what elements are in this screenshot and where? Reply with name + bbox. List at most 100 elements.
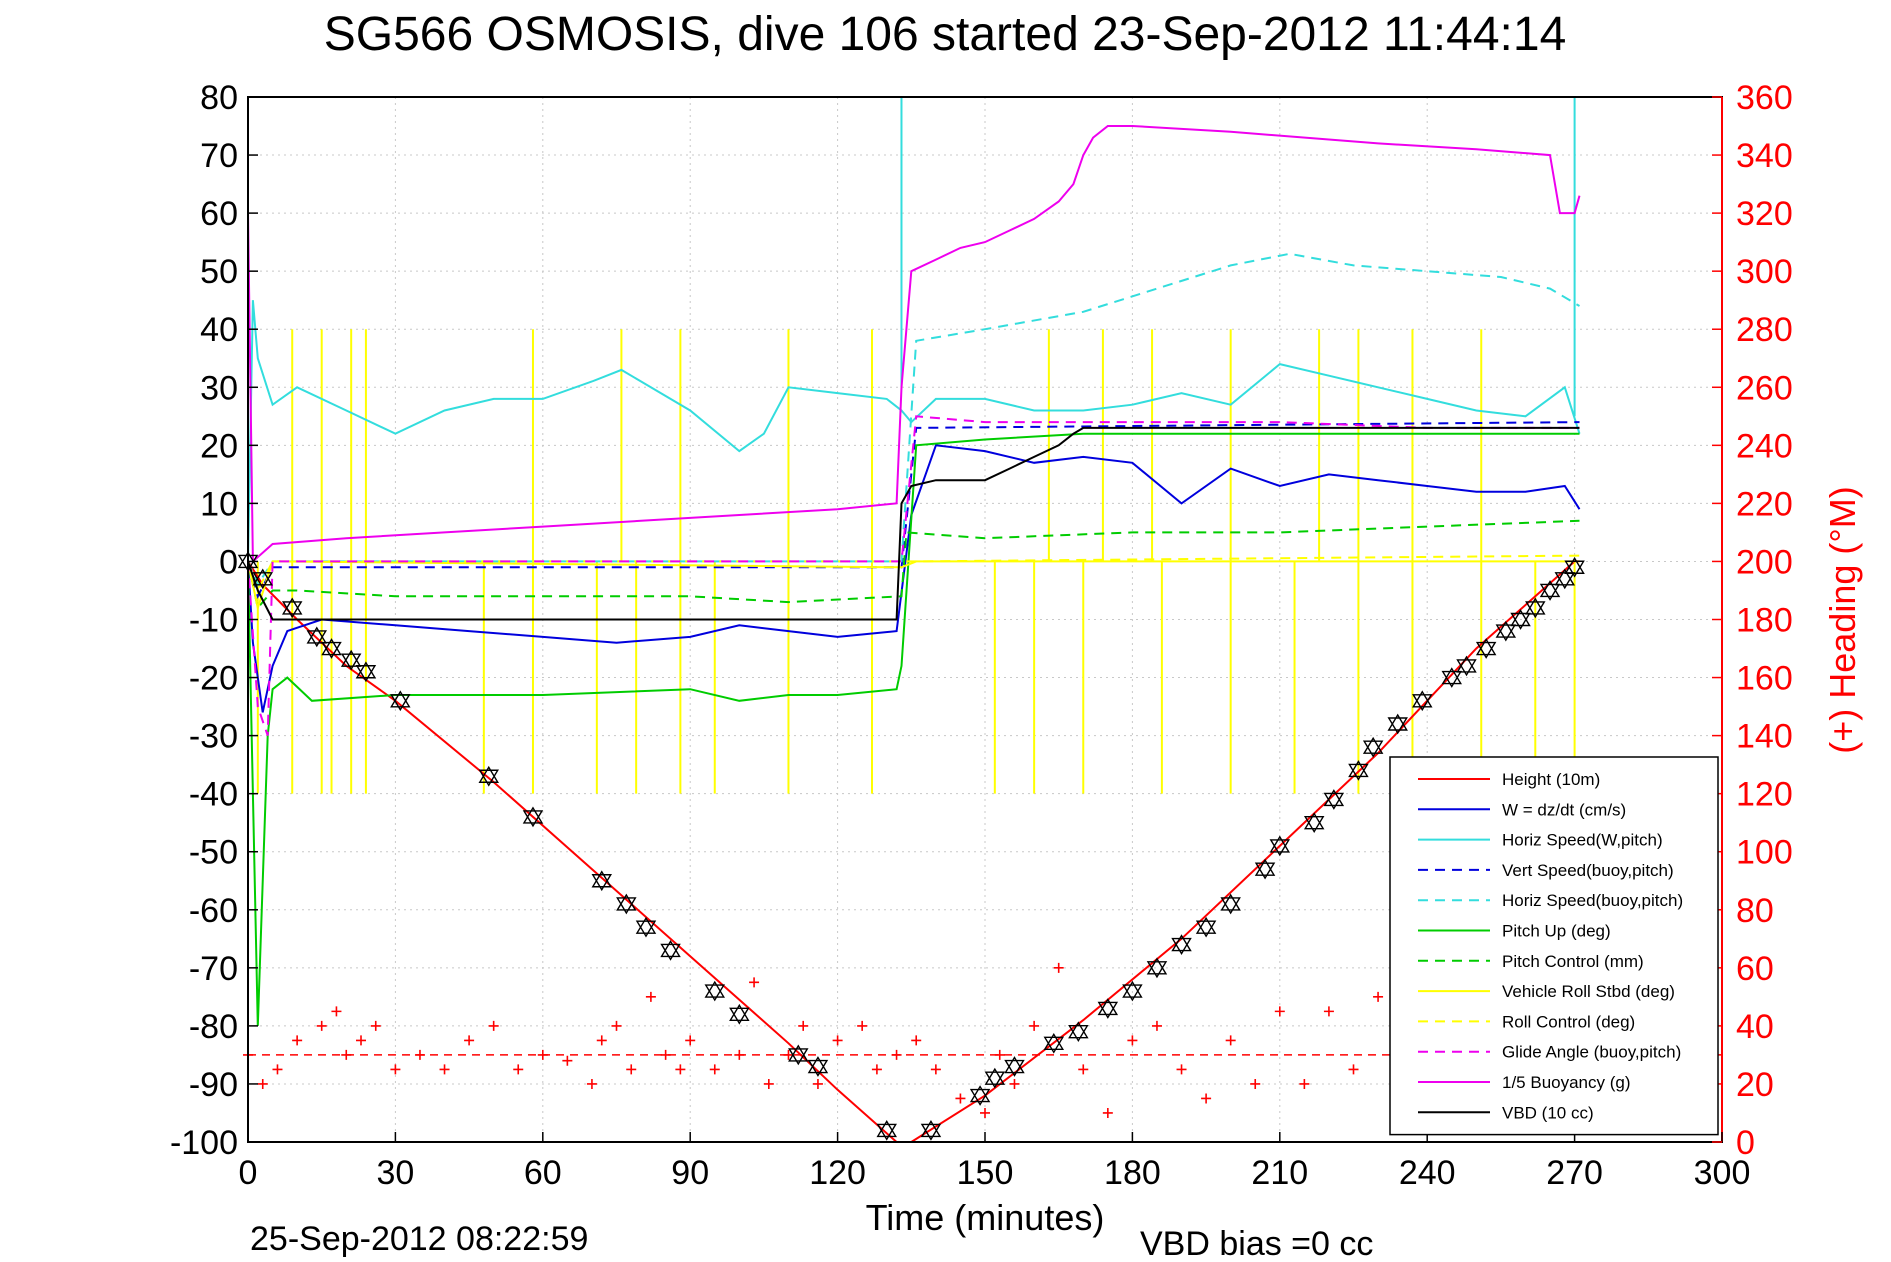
dive-marker: [1303, 812, 1325, 834]
dive-marker: [1043, 1032, 1065, 1054]
heading-point: [1201, 1093, 1212, 1104]
y-right-tick-label: 340: [1736, 137, 1793, 175]
x-axis: 0 30 60 90 120 150 180 210 240 270 300: [239, 1132, 1751, 1192]
heading-point: [685, 1035, 696, 1046]
dive-marker: [478, 765, 499, 787]
legend-entry: Glide Angle (buoy,pitch): [1502, 1043, 1681, 1062]
y-right-tick-label: 180: [1736, 602, 1793, 640]
legend-entry: W = dz/dt (cm/s): [1502, 800, 1626, 819]
x-tick-label: 300: [1694, 1154, 1751, 1192]
heading-point: [891, 1049, 902, 1060]
y-tick-label: 70: [200, 137, 238, 175]
x-tick-label: 240: [1399, 1154, 1456, 1192]
heading-point: [1299, 1078, 1310, 1089]
series-line: [247, 426, 1580, 621]
heading-point: [1053, 962, 1064, 973]
heading-point: [488, 1020, 499, 1031]
y-tick-label: -70: [189, 950, 238, 988]
dive-marker: [1122, 980, 1143, 1002]
heading-point: [1151, 1020, 1162, 1031]
dive-marker: [920, 1120, 942, 1141]
heading-point: [331, 1006, 342, 1017]
heading-point: [645, 991, 656, 1002]
series-line: [247, 415, 1580, 736]
x-tick-label: 90: [671, 1154, 709, 1192]
y-right-tick-label: 140: [1736, 718, 1793, 756]
legend: Height (10m) W = dz/dt (cm/s) Horiz Speed(…: [1389, 756, 1719, 1136]
dive-marker: [1441, 667, 1463, 688]
series-layer: [247, 125, 1581, 1143]
dive-marker: [1195, 916, 1217, 938]
x-tick-label: 60: [524, 1154, 562, 1192]
heading-point: [370, 1020, 381, 1031]
y-right-tick-label: 80: [1736, 892, 1774, 930]
heading-point: [911, 1035, 922, 1046]
series-line: [247, 125, 1581, 564]
heading-point: [832, 1035, 843, 1046]
y-tick-label: -90: [189, 1066, 238, 1104]
heading-point: [513, 1064, 524, 1075]
dive-marker: [252, 568, 273, 590]
dive-marker: [340, 649, 362, 671]
dive-marker: [522, 806, 544, 828]
heading-point: [316, 1020, 327, 1031]
heading-point: [994, 1049, 1005, 1060]
heading-point: [1348, 1064, 1359, 1075]
y-right-tick-label: 20: [1736, 1066, 1774, 1104]
heading-point: [1078, 1064, 1089, 1075]
y-tick-label: -30: [189, 718, 238, 756]
heading-point: [341, 1049, 352, 1060]
y-tick-label: 30: [200, 369, 238, 407]
y-tick-label: -60: [189, 892, 238, 930]
series-line: [247, 421, 1580, 600]
heading-point: [798, 1020, 809, 1031]
heading-point: [930, 1064, 941, 1075]
y-right-tick-label: 120: [1736, 776, 1793, 814]
x-tick-label: 30: [376, 1154, 414, 1192]
x-axis-label: Time (minutes): [866, 1197, 1105, 1238]
legend-entry: Vehicle Roll Stbd (deg): [1502, 982, 1675, 1001]
heading-point: [812, 1078, 823, 1089]
series-line: [247, 432, 1580, 1026]
dive-marker: [1525, 597, 1546, 619]
heading-point: [1029, 1020, 1040, 1031]
heading-point: [660, 1049, 671, 1060]
dive-marker: [1323, 789, 1345, 810]
x-tick-label: 180: [1104, 1154, 1161, 1192]
dive-marker: [281, 597, 303, 619]
legend-entry: Pitch Control (mm): [1502, 952, 1644, 971]
dive-marker: [1387, 713, 1408, 735]
dive-marker: [788, 1044, 809, 1066]
heading-point: [1323, 1006, 1334, 1017]
dive-marker: [704, 980, 726, 1002]
dive-marker: [1362, 736, 1384, 758]
heading-point: [1250, 1078, 1261, 1089]
y-right-tick-label: 60: [1736, 950, 1774, 988]
dive-marker: [306, 626, 328, 648]
dive-marker: [1146, 957, 1168, 979]
y-right-tick-label: 300: [1736, 253, 1793, 291]
y-tick-label: -50: [189, 834, 238, 872]
dive-marker: [969, 1085, 991, 1106]
y-tick-label: 60: [200, 195, 238, 233]
y-tick-label: -10: [189, 602, 238, 640]
y-right-tick-label: 260: [1736, 369, 1793, 407]
heading-point: [783, 1049, 794, 1060]
dive-marker: [390, 690, 411, 712]
dive-marker: [1004, 1056, 1025, 1077]
y-right-tick-label: 360: [1736, 79, 1793, 117]
legend-entry: Height (10m): [1502, 770, 1600, 789]
legend-entry: Roll Control (deg): [1502, 1012, 1635, 1031]
heading-point: [390, 1064, 401, 1075]
heading-point: [414, 1049, 425, 1060]
dive-marker: [1456, 655, 1477, 677]
y-right-tick-label: 0: [1736, 1124, 1755, 1162]
heading-point: [537, 1049, 548, 1060]
series-line: [247, 519, 1580, 611]
legend-entry: VBD (10 cc): [1502, 1103, 1594, 1122]
legend-entry: 1/5 Buoyancy (g): [1502, 1073, 1631, 1092]
dive-marker: [1475, 638, 1497, 659]
chart-title: SG566 OSMOSIS, dive 106 started 23-Sep-2…: [324, 8, 1567, 61]
heading-point: [1274, 1006, 1285, 1017]
